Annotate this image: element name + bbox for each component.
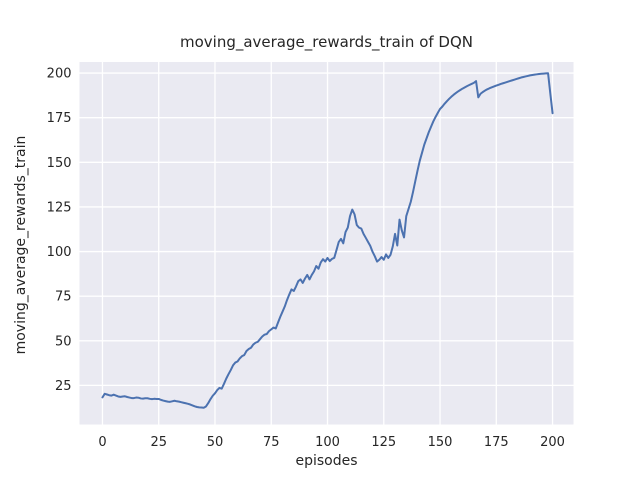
x-tick-label: 150 <box>428 435 453 450</box>
y-tick-label: 200 <box>47 67 72 82</box>
x-tick-label: 100 <box>315 435 340 450</box>
x-tick-label: 75 <box>263 435 280 450</box>
y-tick-label: 100 <box>47 245 72 260</box>
x-axis-label: episodes <box>295 453 358 469</box>
x-tick-label: 200 <box>540 435 565 450</box>
x-tick-label: 125 <box>371 435 396 450</box>
y-tick-label: 175 <box>47 111 72 126</box>
x-tick-label: 0 <box>98 435 106 450</box>
data-line <box>101 72 554 409</box>
y-tick-label: 50 <box>55 334 72 349</box>
x-tick-label: 175 <box>484 435 509 450</box>
plot-area <box>79 62 574 425</box>
x-tick-label: 50 <box>207 435 224 450</box>
y-tick-label: 125 <box>47 200 72 215</box>
y-axis-label: moving_average_rewards_train <box>13 135 29 355</box>
y-tick-label: 75 <box>55 290 72 305</box>
y-tick-label: 25 <box>55 379 72 394</box>
y-tick-label: 150 <box>47 156 72 171</box>
chart-title: moving_average_rewards_train of DQN <box>179 33 474 51</box>
x-tick-label: 25 <box>150 435 167 450</box>
